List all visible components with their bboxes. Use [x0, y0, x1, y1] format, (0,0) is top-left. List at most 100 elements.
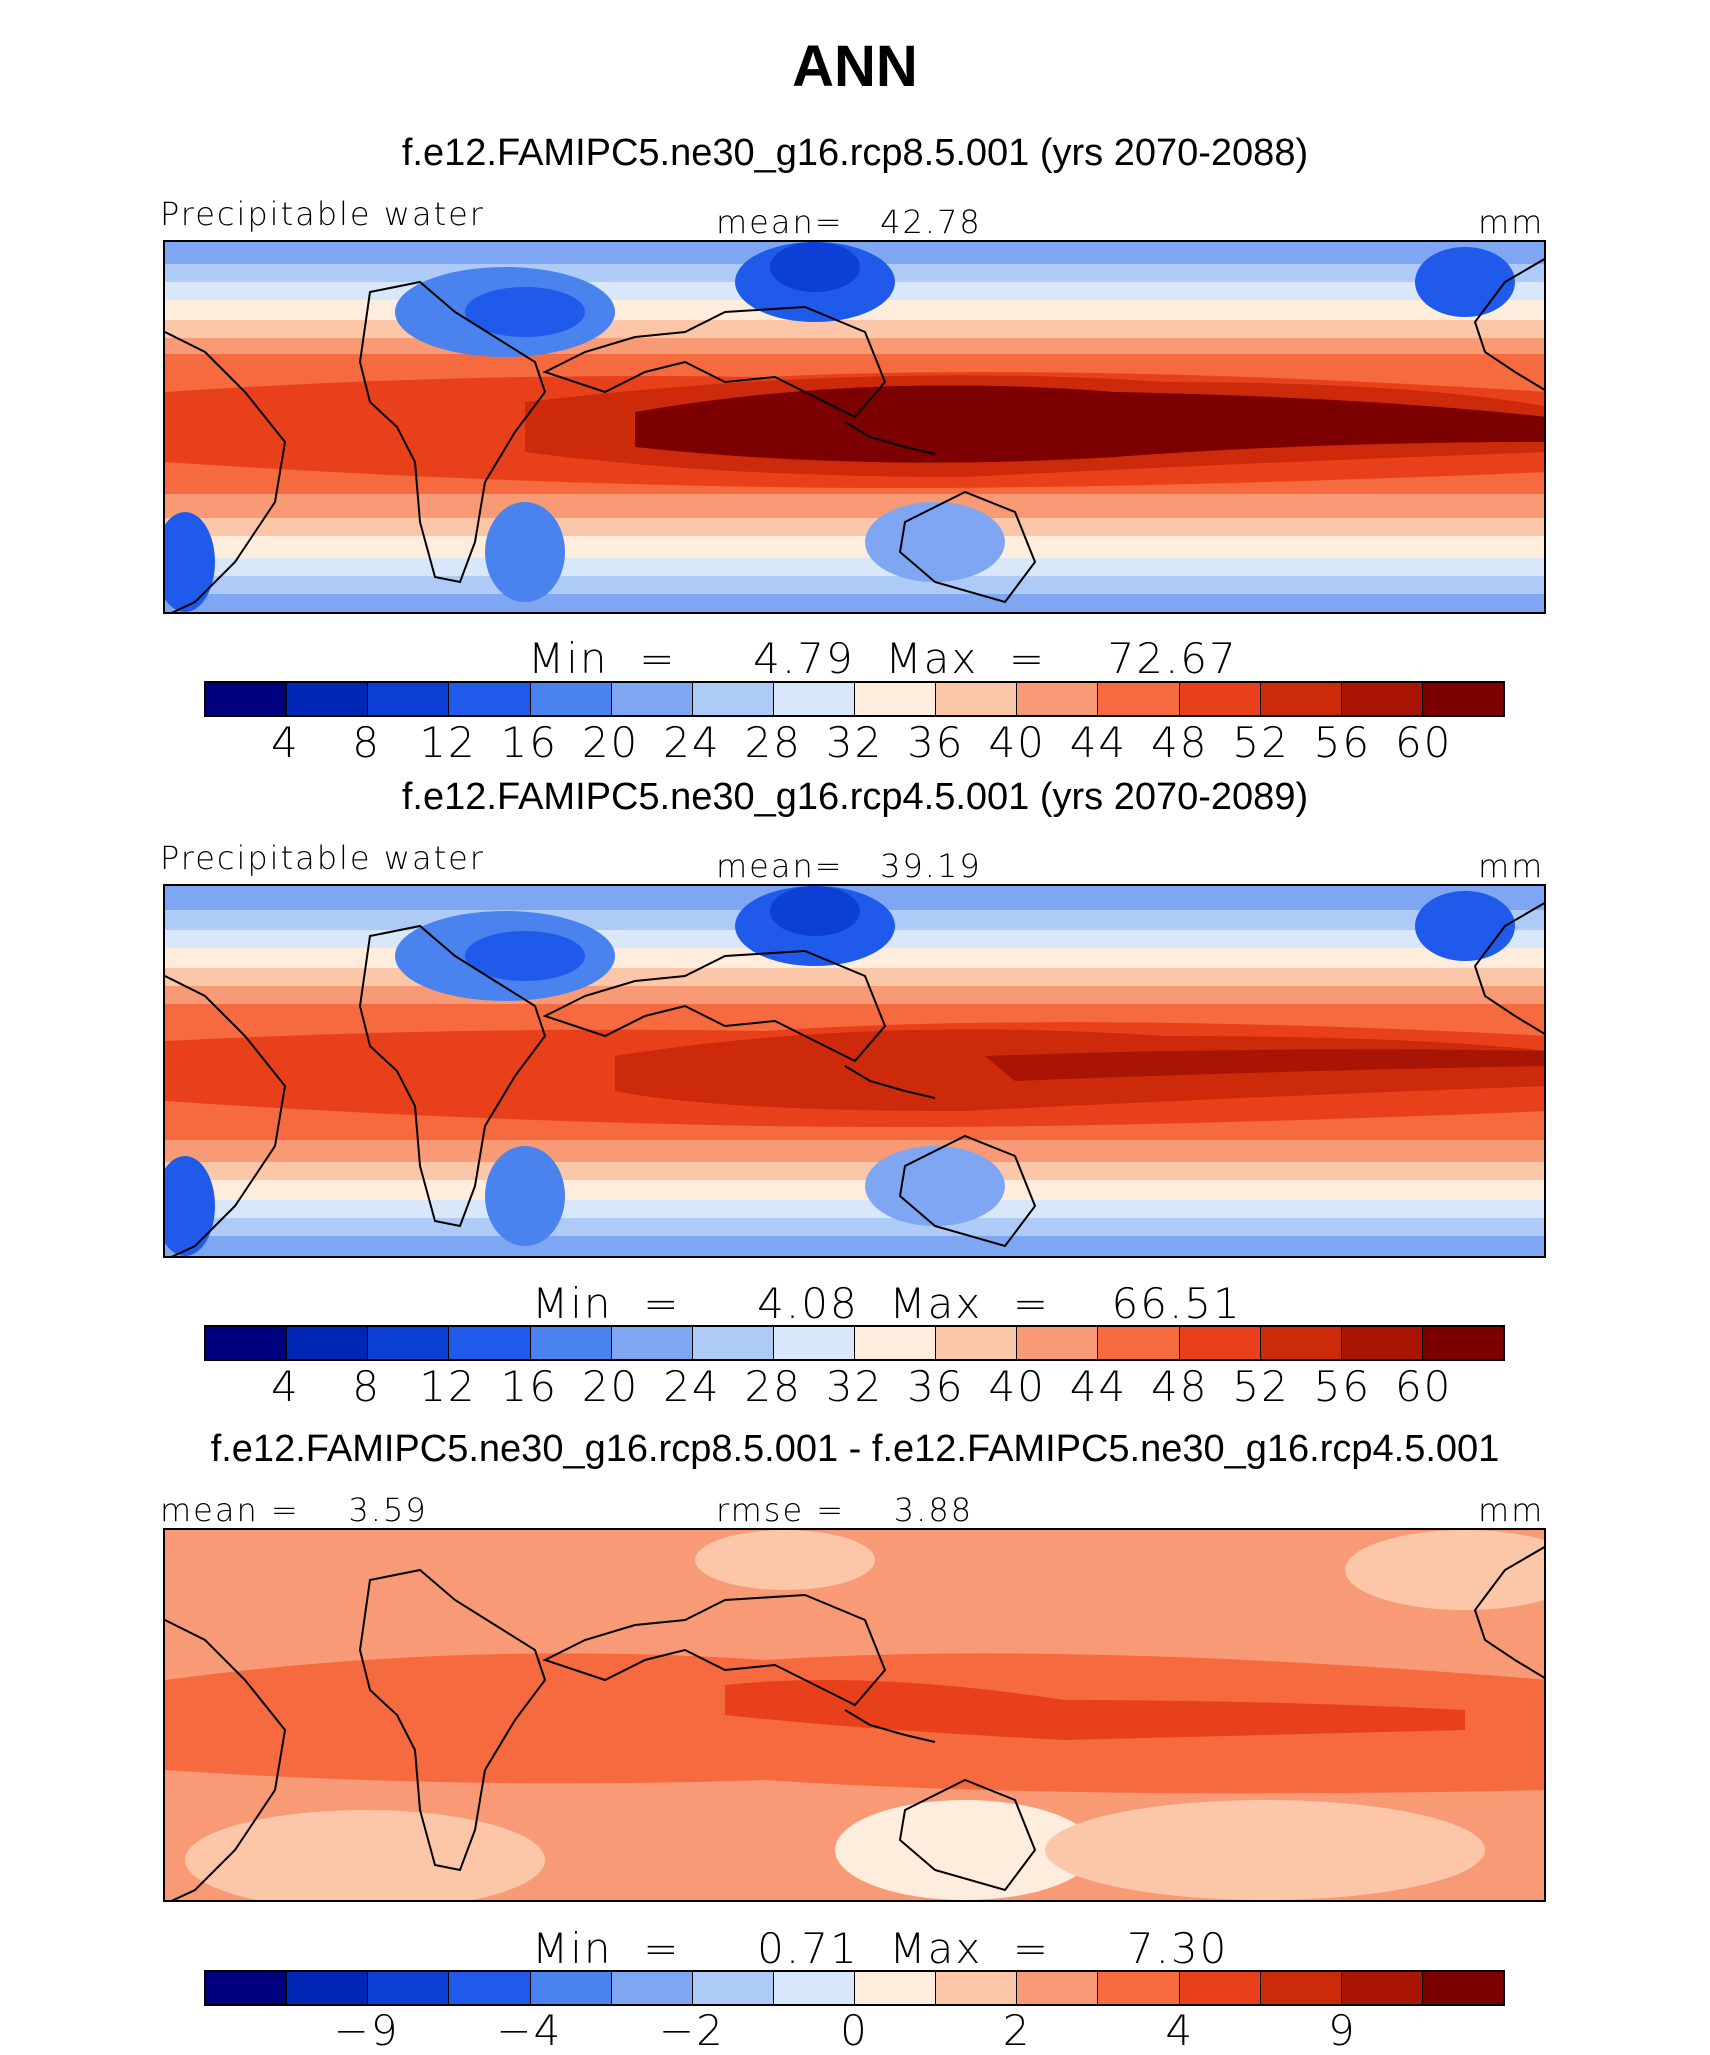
- panel-1-units-label: mm: [1478, 203, 1545, 241]
- panel-3-mean-label: mean = 3.59: [160, 1491, 428, 1529]
- colorbar-tick-label: 24: [663, 1362, 721, 1411]
- colorbar-swatch: [206, 683, 288, 715]
- panel-1-map: [163, 240, 1546, 614]
- colorbar-swatch: [368, 683, 450, 715]
- colorbar-swatch: [773, 1972, 855, 2004]
- colorbar-swatch: [530, 1972, 612, 2004]
- colorbar-tick-label: 60: [1394, 1362, 1453, 1411]
- colorbar-swatch: [1341, 683, 1423, 715]
- colorbar-swatch: [1017, 1972, 1099, 2004]
- panel-1-minmax: Min = 4.79 Max = 72.67: [528, 634, 1238, 683]
- colorbar-tick-label: 20: [581, 1362, 640, 1411]
- panel-2-colorbar: [204, 1325, 1505, 1361]
- colorbar-swatch: [936, 683, 1018, 715]
- panel-3-rmse-label: rmse = 3.88: [716, 1491, 974, 1529]
- colorbar-swatch: [1098, 1972, 1180, 2004]
- colorbar-tick-label: 48: [1151, 718, 1209, 767]
- colorbar-swatch: [773, 683, 855, 715]
- colorbar-swatch: [1098, 1327, 1180, 1359]
- panel-3-minmax: Min = 0.71 Max = 7.30: [532, 1924, 1229, 1973]
- panel-2-map: [163, 884, 1546, 1258]
- colorbar-swatch: [692, 1327, 774, 1359]
- colorbar-swatch: [1260, 1972, 1342, 2004]
- colorbar-tick-label: 32: [825, 1362, 884, 1411]
- colorbar-swatch: [1260, 1327, 1342, 1359]
- colorbar-swatch: [530, 683, 612, 715]
- panel-2-left-label: Precipitable water: [160, 839, 485, 877]
- colorbar-tick-label: 8: [352, 718, 381, 767]
- colorbar-swatch: [1017, 683, 1099, 715]
- colorbar-tick-label: 8: [352, 1362, 381, 1411]
- colorbar-tick-label: 20: [581, 718, 640, 767]
- colorbar-swatch: [1422, 1327, 1503, 1359]
- colorbar-swatch: [287, 683, 369, 715]
- panel-2-map-svg: [165, 886, 1544, 1256]
- panel-3-units-label: mm: [1478, 1491, 1545, 1529]
- colorbar-swatch: [936, 1327, 1018, 1359]
- panel-1-case-title: f.e12.FAMIPC5.ne30_g16.rcp8.5.001 (yrs 2…: [401, 132, 1309, 174]
- panel-3-map-svg: [165, 1530, 1544, 1900]
- colorbar-swatch: [449, 683, 531, 715]
- colorbar-tick-label: 60: [1394, 718, 1453, 767]
- colorbar-swatch: [1341, 1327, 1423, 1359]
- panel-2-colorbar-ticks: 4 8 12 16 20 24 28 32 36 40 44 48 52 56 60: [0, 1366, 1710, 1412]
- colorbar-tick-label: 44: [1069, 1362, 1128, 1411]
- colorbar-swatch: [1422, 1972, 1503, 2004]
- colorbar-tick-label: 32: [825, 718, 884, 767]
- colorbar-swatch: [611, 683, 693, 715]
- colorbar-tick-label: 44: [1069, 718, 1128, 767]
- panel-2-case-title: f.e12.FAMIPC5.ne30_g16.rcp4.5.001 (yrs 2…: [401, 776, 1309, 818]
- colorbar-swatch: [1341, 1972, 1423, 2004]
- colorbar-swatch: [936, 1972, 1018, 2004]
- colorbar-tick-label: 9: [1328, 2006, 1357, 2055]
- colorbar-swatch: [287, 1972, 369, 2004]
- colorbar-tick-label: 40: [988, 718, 1046, 767]
- colorbar-swatch: [855, 1972, 937, 2004]
- colorbar-swatch: [287, 1327, 369, 1359]
- panel-3-map: [163, 1528, 1546, 1902]
- colorbar-swatch: [368, 1327, 450, 1359]
- colorbar-tick-label: 4: [1165, 2006, 1195, 2055]
- colorbar-swatch: [1422, 683, 1503, 715]
- colorbar-tick-label: 52: [1232, 1362, 1290, 1411]
- colorbar-tick-label: 52: [1232, 718, 1290, 767]
- colorbar-swatch: [611, 1327, 693, 1359]
- colorbar-swatch: [1017, 1327, 1099, 1359]
- panel-1-colorbar: [204, 681, 1505, 717]
- colorbar-tick-label: 2: [1002, 2006, 1032, 2055]
- panel-3-case-title: f.e12.FAMIPC5.ne30_g16.rcp8.5.001 - f.e1…: [210, 1428, 1500, 1470]
- colorbar-tick-label: 56: [1313, 718, 1372, 767]
- colorbar-swatch: [1179, 683, 1261, 715]
- colorbar-tick-label: 56: [1313, 1362, 1372, 1411]
- colorbar-tick-label: 28: [744, 718, 802, 767]
- colorbar-tick-label: 12: [419, 1362, 477, 1411]
- panel-1-colorbar-ticks: 4 8 12 16 20 24 28 32 36 40 44 48 52 56 60: [0, 722, 1710, 768]
- colorbar-swatch: [692, 683, 774, 715]
- colorbar-swatch: [368, 1972, 450, 2004]
- colorbar-swatch: [1260, 683, 1342, 715]
- colorbar-tick-label: 36: [907, 718, 965, 767]
- panel-1-mean-label: mean= 42.78: [716, 203, 982, 241]
- colorbar-swatch: [855, 1327, 937, 1359]
- colorbar-tick-label: 40: [988, 1362, 1046, 1411]
- colorbar-swatch: [449, 1327, 531, 1359]
- panel-1-left-label: Precipitable water: [160, 195, 485, 233]
- colorbar-tick-label: 24: [663, 718, 721, 767]
- colorbar-swatch: [206, 1972, 288, 2004]
- colorbar-swatch: [1098, 683, 1180, 715]
- colorbar-swatch: [1179, 1972, 1261, 2004]
- colorbar-swatch: [692, 1972, 774, 2004]
- colorbar-tick-label: −2: [658, 2006, 725, 2055]
- panel-1-map-svg: [165, 242, 1544, 612]
- panel-2-minmax: Min = 4.08 Max = 66.51: [532, 1279, 1242, 1328]
- colorbar-tick-label: −9: [333, 2006, 400, 2055]
- colorbar-tick-label: −4: [496, 2006, 563, 2055]
- colorbar-tick-label: 12: [419, 718, 477, 767]
- panel-2-mean-label: mean= 39.19: [716, 847, 982, 885]
- panel-2-units-label: mm: [1478, 847, 1545, 885]
- colorbar-tick-label: 4: [270, 1362, 300, 1411]
- panel-3-colorbar: [204, 1970, 1505, 2006]
- colorbar-tick-label: 48: [1151, 1362, 1209, 1411]
- colorbar-tick-label: 36: [907, 1362, 965, 1411]
- colorbar-tick-label: 4: [270, 718, 300, 767]
